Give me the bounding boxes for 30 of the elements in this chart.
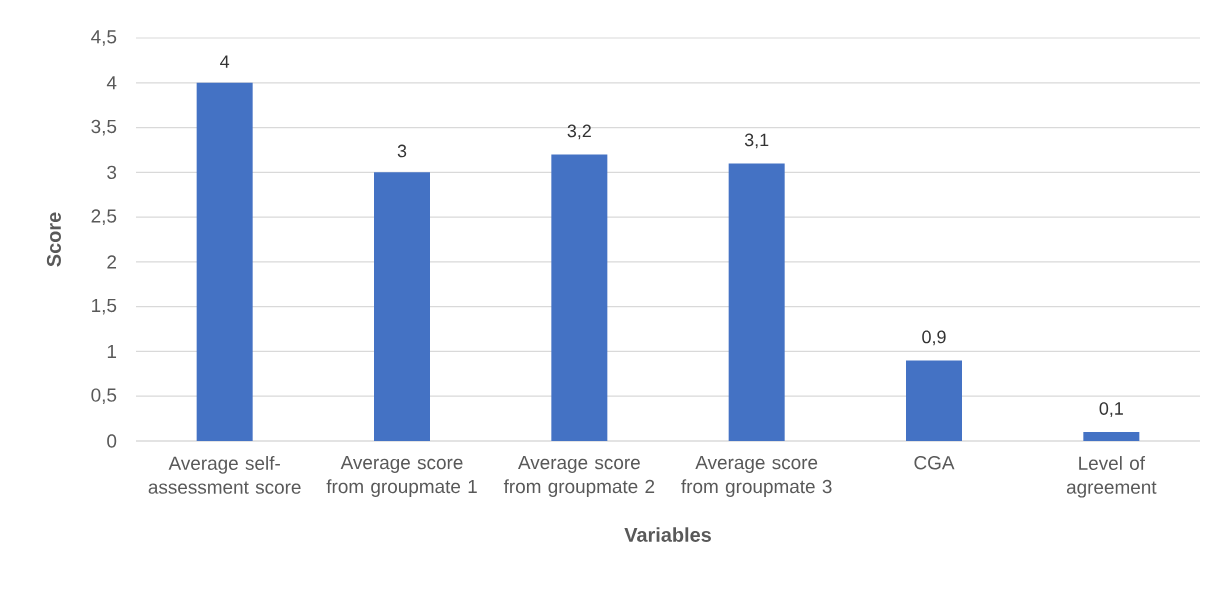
data-label: 4 xyxy=(220,55,230,68)
y-tick-label: 0,5 xyxy=(91,388,117,405)
y-tick-label: 3 xyxy=(107,165,117,180)
bar xyxy=(728,163,785,441)
data-label: 0,9 xyxy=(922,330,946,346)
bar xyxy=(1083,432,1140,441)
bar xyxy=(374,172,430,441)
y-tick-label: 0 xyxy=(107,434,117,448)
x-tick-label: Average score from groupmate 3 xyxy=(681,456,832,497)
x-tick-label: Average self-assessment score xyxy=(148,456,301,494)
y-tick-label: 4 xyxy=(106,76,117,90)
data-label: 0,1 xyxy=(1099,402,1123,417)
x-tick-label: Level of agreement xyxy=(1066,456,1157,498)
y-tick-label: 2,5 xyxy=(91,209,117,225)
y-tick-label: 4,5 xyxy=(91,30,117,46)
data-label: 3,2 xyxy=(567,124,591,140)
y-axis-title: Score xyxy=(46,212,61,267)
x-tick-label: Average score from groupmate 1 xyxy=(326,456,477,497)
data-label: 3,1 xyxy=(744,133,769,149)
y-tick-label: 3,5 xyxy=(91,119,117,136)
x-tick-label: Average score from groupmate 2 xyxy=(503,456,655,497)
x-axis-title: Variables xyxy=(624,527,711,542)
y-tick-label: 1,5 xyxy=(92,298,117,315)
bar xyxy=(551,154,608,441)
bar xyxy=(196,82,253,441)
data-label: 3 xyxy=(397,144,407,158)
y-tick-label: 2 xyxy=(107,255,117,269)
x-tick-label: CGA xyxy=(914,456,955,470)
bar xyxy=(906,360,962,441)
y-tick-label: 1 xyxy=(107,344,117,358)
